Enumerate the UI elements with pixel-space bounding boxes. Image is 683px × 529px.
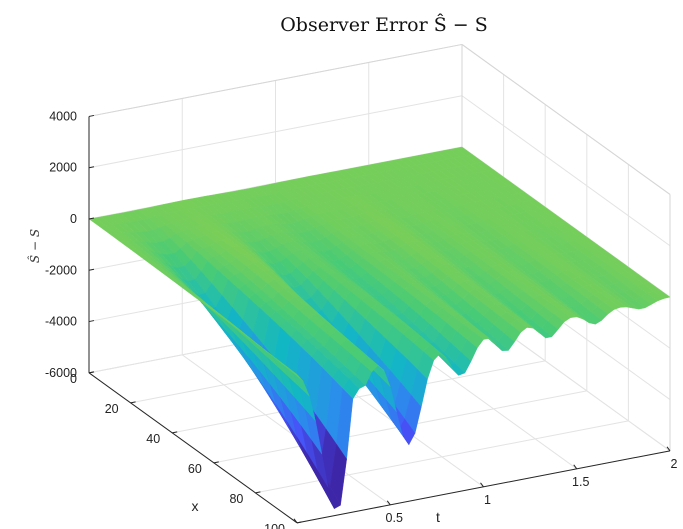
t-tick-label: 1 xyxy=(484,493,491,507)
axes-lines xyxy=(88,116,671,524)
z-tick-label: -6000 xyxy=(45,366,77,380)
surface-plot xyxy=(88,146,671,509)
z-tick xyxy=(88,166,95,169)
x-tick-label: 80 xyxy=(229,492,243,506)
z-tick-label: -4000 xyxy=(45,315,77,329)
z-tick xyxy=(88,268,95,271)
x-axis-label: x xyxy=(192,498,199,514)
z-tick-label: 4000 xyxy=(49,109,77,123)
axis-ticks: -6000-4000-200002000400002040608010000.5… xyxy=(45,109,678,529)
x-tick xyxy=(296,521,303,524)
box-edge xyxy=(88,43,463,117)
t-tick xyxy=(386,500,391,506)
z-tick xyxy=(88,217,95,220)
grid-line xyxy=(461,95,671,247)
z-tick xyxy=(88,114,95,117)
t-tick xyxy=(666,446,671,452)
t-tick xyxy=(480,482,484,488)
t-axis-line xyxy=(296,450,671,524)
surface-patch xyxy=(286,366,304,382)
x-tick xyxy=(130,401,136,404)
x-tick-label: 100 xyxy=(264,522,285,529)
x-axis-line xyxy=(88,372,298,524)
t-tick-label: 1.5 xyxy=(572,475,589,489)
grid-line xyxy=(88,95,463,169)
x-tick xyxy=(213,461,219,464)
chart-title: Observer Error Ŝ − S xyxy=(280,13,488,36)
x-tick-label: 0 xyxy=(70,372,77,386)
z-tick-label: 0 xyxy=(70,212,77,226)
grid-line xyxy=(181,354,391,506)
x-tick xyxy=(172,431,178,434)
t-tick-label: 0.5 xyxy=(386,511,403,525)
x-tick-label: 20 xyxy=(105,402,119,416)
grid-line xyxy=(172,360,546,434)
t-tick xyxy=(293,518,298,524)
z-axis-label: Ŝ − S xyxy=(26,229,42,263)
z-tick-label: -2000 xyxy=(45,263,77,277)
x-tick-label: 40 xyxy=(146,432,160,446)
x-tick xyxy=(255,491,261,494)
t-axis-label: t xyxy=(436,509,440,525)
z-tick xyxy=(88,320,95,323)
x-tick xyxy=(88,371,95,374)
x-tick-label: 60 xyxy=(188,462,202,476)
grid-line xyxy=(255,420,629,494)
box-edge xyxy=(461,44,671,195)
z-tick-label: 2000 xyxy=(49,161,77,175)
t-tick xyxy=(573,464,578,470)
t-tick-label: 2 xyxy=(671,457,678,471)
